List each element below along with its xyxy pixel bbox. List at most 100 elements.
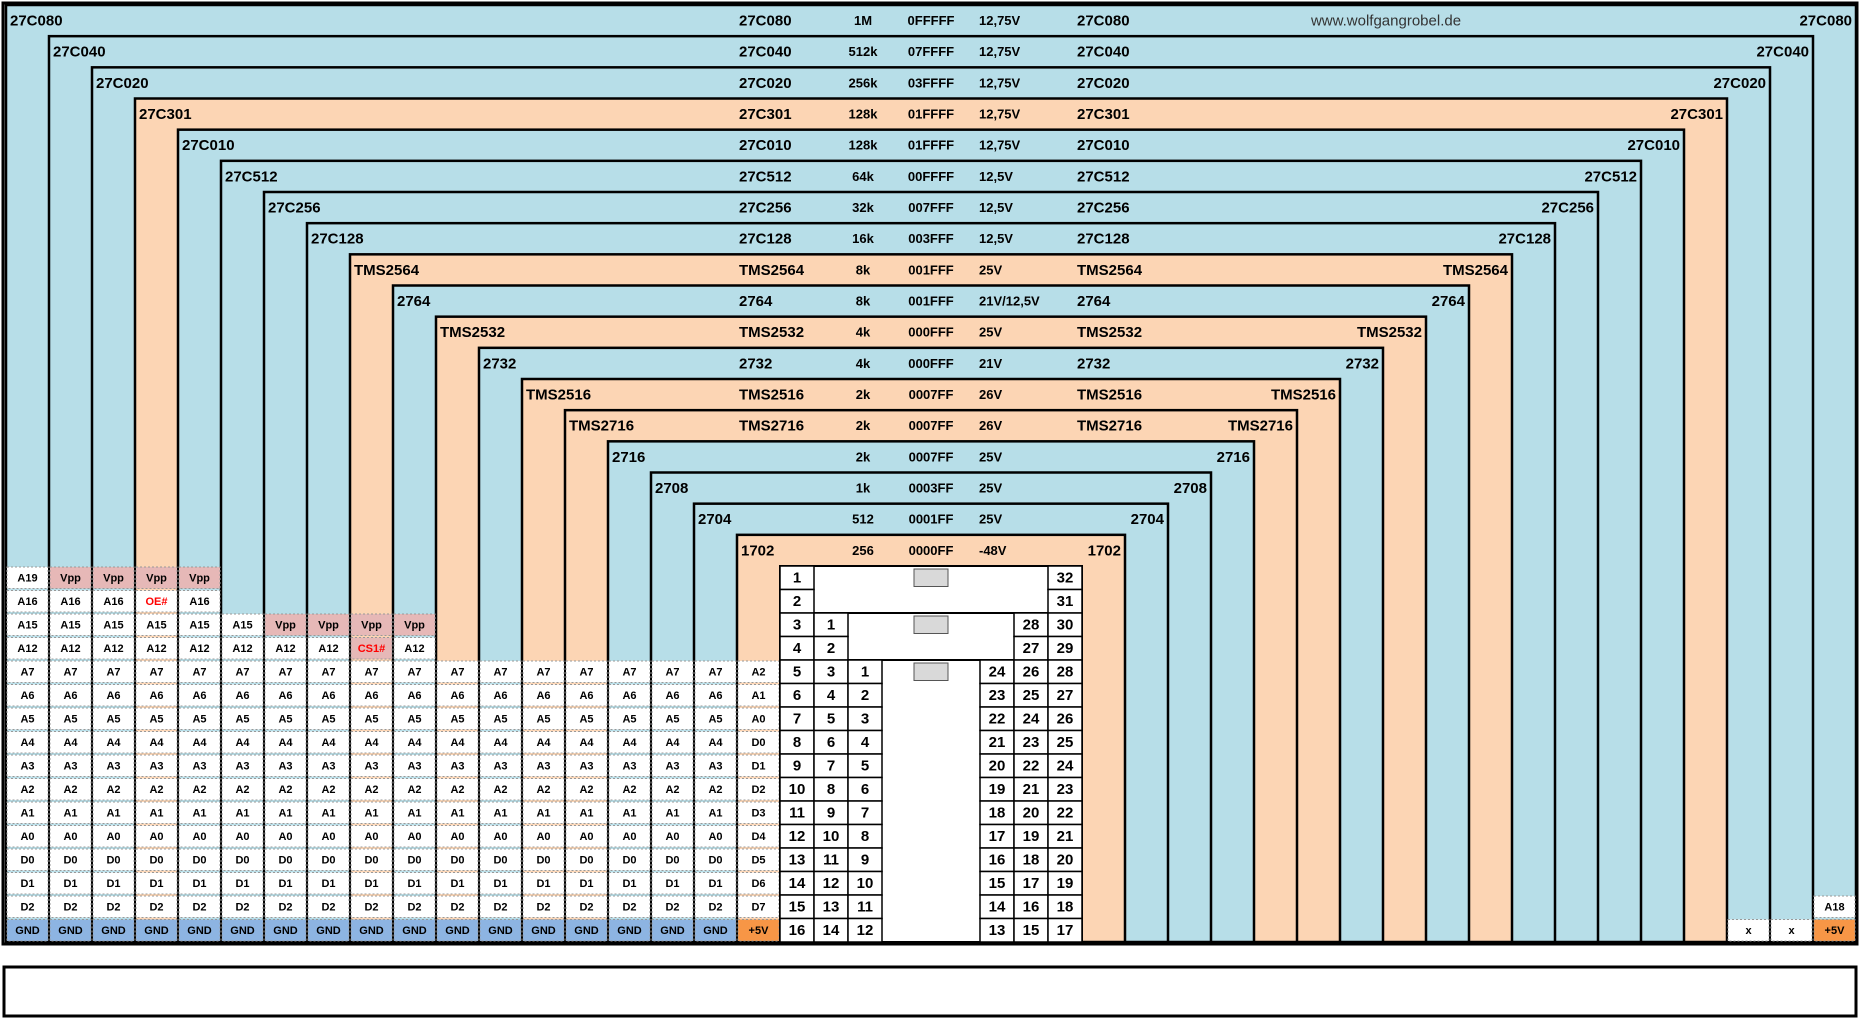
pin-number: 11 — [857, 899, 873, 916]
pin-label: GND — [230, 925, 255, 937]
chip-size: 64k — [852, 169, 874, 184]
pin-cell — [393, 848, 436, 871]
pin-cell — [307, 919, 350, 942]
pin-cell — [479, 778, 522, 801]
pin-label: D0 — [579, 855, 593, 867]
chip-vpp: 21V — [979, 356, 1002, 371]
pin-cell — [436, 778, 479, 801]
chip-name: TMS2516 — [526, 387, 591, 404]
pin-number: 25 — [1057, 734, 1074, 751]
pin-label: A0 — [751, 714, 765, 726]
chip-name: 27C010 — [739, 137, 792, 154]
pin-label: A6 — [278, 690, 292, 702]
pin-cell — [651, 801, 694, 824]
pin-label: A4 — [20, 737, 35, 749]
pin-cell — [436, 684, 479, 707]
pin-label: A4 — [278, 737, 293, 749]
pin-number: 31 — [1057, 593, 1074, 610]
pin-cell — [350, 731, 393, 754]
pin-cell — [565, 731, 608, 754]
pin-cell — [393, 707, 436, 730]
pin-label: A3 — [364, 761, 378, 773]
chip-name: TMS2516 — [1271, 387, 1336, 404]
pin-label: D1 — [63, 878, 77, 890]
diagram-body: 27C080 27C080 27C080 1M 0FFFFF 12,75V 27C080 ww… — [1, 1, 1859, 946]
pin-cell — [350, 660, 393, 683]
pin-number: 18 — [1023, 852, 1040, 869]
pin-cell — [350, 872, 393, 895]
pin-label: A3 — [192, 761, 206, 773]
pin-label: A5 — [321, 714, 335, 726]
pin-number: 2 — [861, 687, 869, 704]
pin-label: D2 — [20, 902, 34, 914]
pin-label: GND — [574, 925, 599, 937]
pin-cell — [737, 872, 780, 895]
pin-label: A6 — [407, 690, 421, 702]
pin-label: A3 — [235, 761, 249, 773]
pin-cell — [651, 825, 694, 848]
pin-number: 1 — [793, 570, 801, 587]
pin-cell — [565, 684, 608, 707]
pin-number: 29 — [1057, 640, 1074, 657]
pin-cell — [307, 872, 350, 895]
pin-label: A3 — [321, 761, 335, 773]
pin-number: 6 — [861, 781, 869, 798]
chip-vpp: 12,5V — [979, 200, 1013, 215]
pin-cell — [522, 801, 565, 824]
chip-name: 1702 — [741, 542, 774, 559]
diagram-border — [1, 1, 1859, 946]
pin-label: A3 — [149, 761, 163, 773]
pin-label: A0 — [192, 831, 206, 843]
pin-cell — [608, 660, 651, 683]
pin-cell — [608, 872, 651, 895]
pin-cell — [436, 801, 479, 824]
chip-vpp: 12,75V — [979, 138, 1021, 153]
chip-vpp: 12,5V — [979, 231, 1013, 246]
pin-number: 5 — [827, 711, 835, 728]
pin-cell — [307, 684, 350, 707]
pin-label: A2 — [364, 784, 378, 796]
pin-cell — [135, 566, 178, 589]
pin-cell — [694, 754, 737, 777]
pin-number: 3 — [827, 664, 835, 681]
pin-label: CS1# — [358, 643, 386, 655]
pin-label: A5 — [708, 714, 722, 726]
chip-end-address: 0FFFFF — [908, 13, 955, 28]
pin-label: A4 — [450, 737, 465, 749]
pin-cell — [49, 825, 92, 848]
pin-label: A6 — [192, 690, 206, 702]
pin-cell — [694, 895, 737, 918]
pin-cell — [49, 895, 92, 918]
chip-name: TMS2564 — [354, 262, 420, 279]
pin-label: D2 — [493, 902, 507, 914]
pin-cell — [221, 919, 264, 942]
pin-number: 13 — [989, 922, 1006, 939]
chip-name: 27C512 — [1077, 168, 1130, 185]
pin-cell — [6, 684, 49, 707]
pin-cell — [737, 684, 780, 707]
pin-label: D0 — [235, 855, 249, 867]
pin-label: D2 — [579, 902, 593, 914]
pin-number: 4 — [827, 687, 836, 704]
pin-label: A2 — [493, 784, 507, 796]
pin-label: D0 — [665, 855, 679, 867]
pin-label: A0 — [622, 831, 636, 843]
pin-label: A5 — [493, 714, 507, 726]
pin-cell — [307, 660, 350, 683]
pin-label: A6 — [536, 690, 550, 702]
pin-label: D0 — [450, 855, 464, 867]
pin-label: A4 — [235, 737, 250, 749]
pin-label: A2 — [450, 784, 464, 796]
chip-size: 4k — [856, 356, 871, 371]
chip-size: 1M — [854, 13, 872, 28]
pin-cell — [350, 707, 393, 730]
pin-label: A7 — [493, 667, 507, 679]
pin-label: x — [1745, 925, 1752, 937]
pin-label: D2 — [149, 902, 163, 914]
pin-label: A6 — [106, 690, 120, 702]
pin-label: D0 — [751, 737, 765, 749]
pin-cell — [49, 566, 92, 589]
pin-number: 32 — [1057, 570, 1074, 587]
pin-cell — [436, 895, 479, 918]
